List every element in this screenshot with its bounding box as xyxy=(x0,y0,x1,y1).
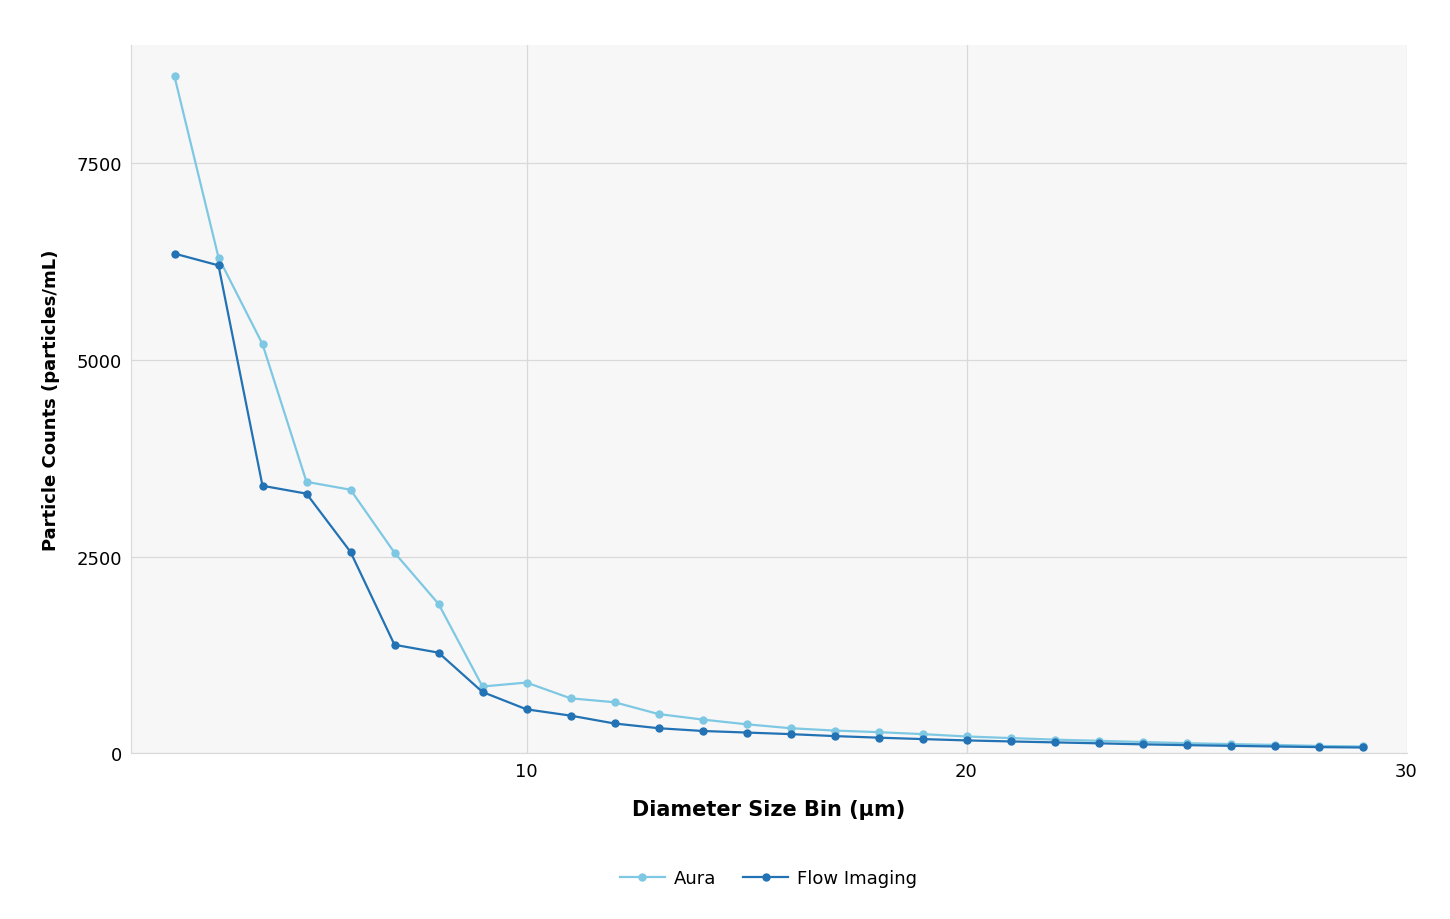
Flow Imaging xyxy=(606,718,624,729)
Flow Imaging xyxy=(297,489,315,500)
Aura xyxy=(958,732,976,743)
Aura xyxy=(1309,741,1327,752)
Aura xyxy=(429,598,447,609)
Y-axis label: Particle Counts (particles/mL): Particle Counts (particles/mL) xyxy=(42,249,59,550)
Aura xyxy=(474,681,492,692)
Flow Imaging xyxy=(1134,739,1151,750)
Flow Imaging xyxy=(1045,737,1063,748)
Flow Imaging xyxy=(782,729,799,740)
Aura xyxy=(297,477,315,488)
Flow Imaging xyxy=(254,481,271,492)
Flow Imaging xyxy=(738,727,755,738)
Flow Imaging xyxy=(165,249,183,260)
Aura xyxy=(1266,740,1283,751)
Flow Imaging xyxy=(1090,738,1108,749)
Flow Imaging xyxy=(1222,741,1240,752)
Line: Aura: Aura xyxy=(171,74,1366,750)
Flow Imaging xyxy=(518,704,535,715)
Flow Imaging xyxy=(474,686,492,698)
Aura xyxy=(254,339,271,350)
Aura xyxy=(870,727,887,738)
Aura xyxy=(386,548,403,559)
Aura xyxy=(650,709,667,720)
Aura xyxy=(1134,737,1151,748)
Flow Imaging xyxy=(429,647,447,658)
Aura xyxy=(782,723,799,734)
Aura xyxy=(210,253,228,264)
Flow Imaging xyxy=(650,723,667,734)
Flow Imaging xyxy=(1002,736,1019,747)
Legend: Aura, Flow Imaging: Aura, Flow Imaging xyxy=(612,862,925,894)
Flow Imaging xyxy=(826,731,844,742)
Aura xyxy=(826,725,844,736)
Aura xyxy=(606,697,624,708)
Aura xyxy=(342,484,360,495)
Flow Imaging xyxy=(958,735,976,746)
Aura xyxy=(693,714,710,725)
Aura xyxy=(914,729,931,740)
Flow Imaging xyxy=(870,732,887,743)
Flow Imaging xyxy=(1177,740,1195,751)
Flow Imaging xyxy=(342,547,360,558)
Line: Flow Imaging: Flow Imaging xyxy=(171,251,1366,751)
Flow Imaging xyxy=(561,710,579,721)
Aura xyxy=(1002,732,1019,743)
Flow Imaging xyxy=(386,640,403,651)
Flow Imaging xyxy=(210,261,228,272)
Aura xyxy=(1177,738,1195,749)
Aura xyxy=(518,677,535,688)
Flow Imaging xyxy=(1309,742,1327,753)
Flow Imaging xyxy=(1354,743,1372,754)
Aura xyxy=(1090,735,1108,746)
Flow Imaging xyxy=(1266,741,1283,752)
X-axis label: Diameter Size Bin (μm): Diameter Size Bin (μm) xyxy=(632,800,905,819)
Aura xyxy=(1354,741,1372,752)
Flow Imaging xyxy=(693,726,710,737)
Aura xyxy=(561,693,579,704)
Aura xyxy=(165,72,183,83)
Aura xyxy=(1222,739,1240,750)
Aura xyxy=(1045,734,1063,745)
Flow Imaging xyxy=(914,733,931,744)
Aura xyxy=(738,719,755,730)
